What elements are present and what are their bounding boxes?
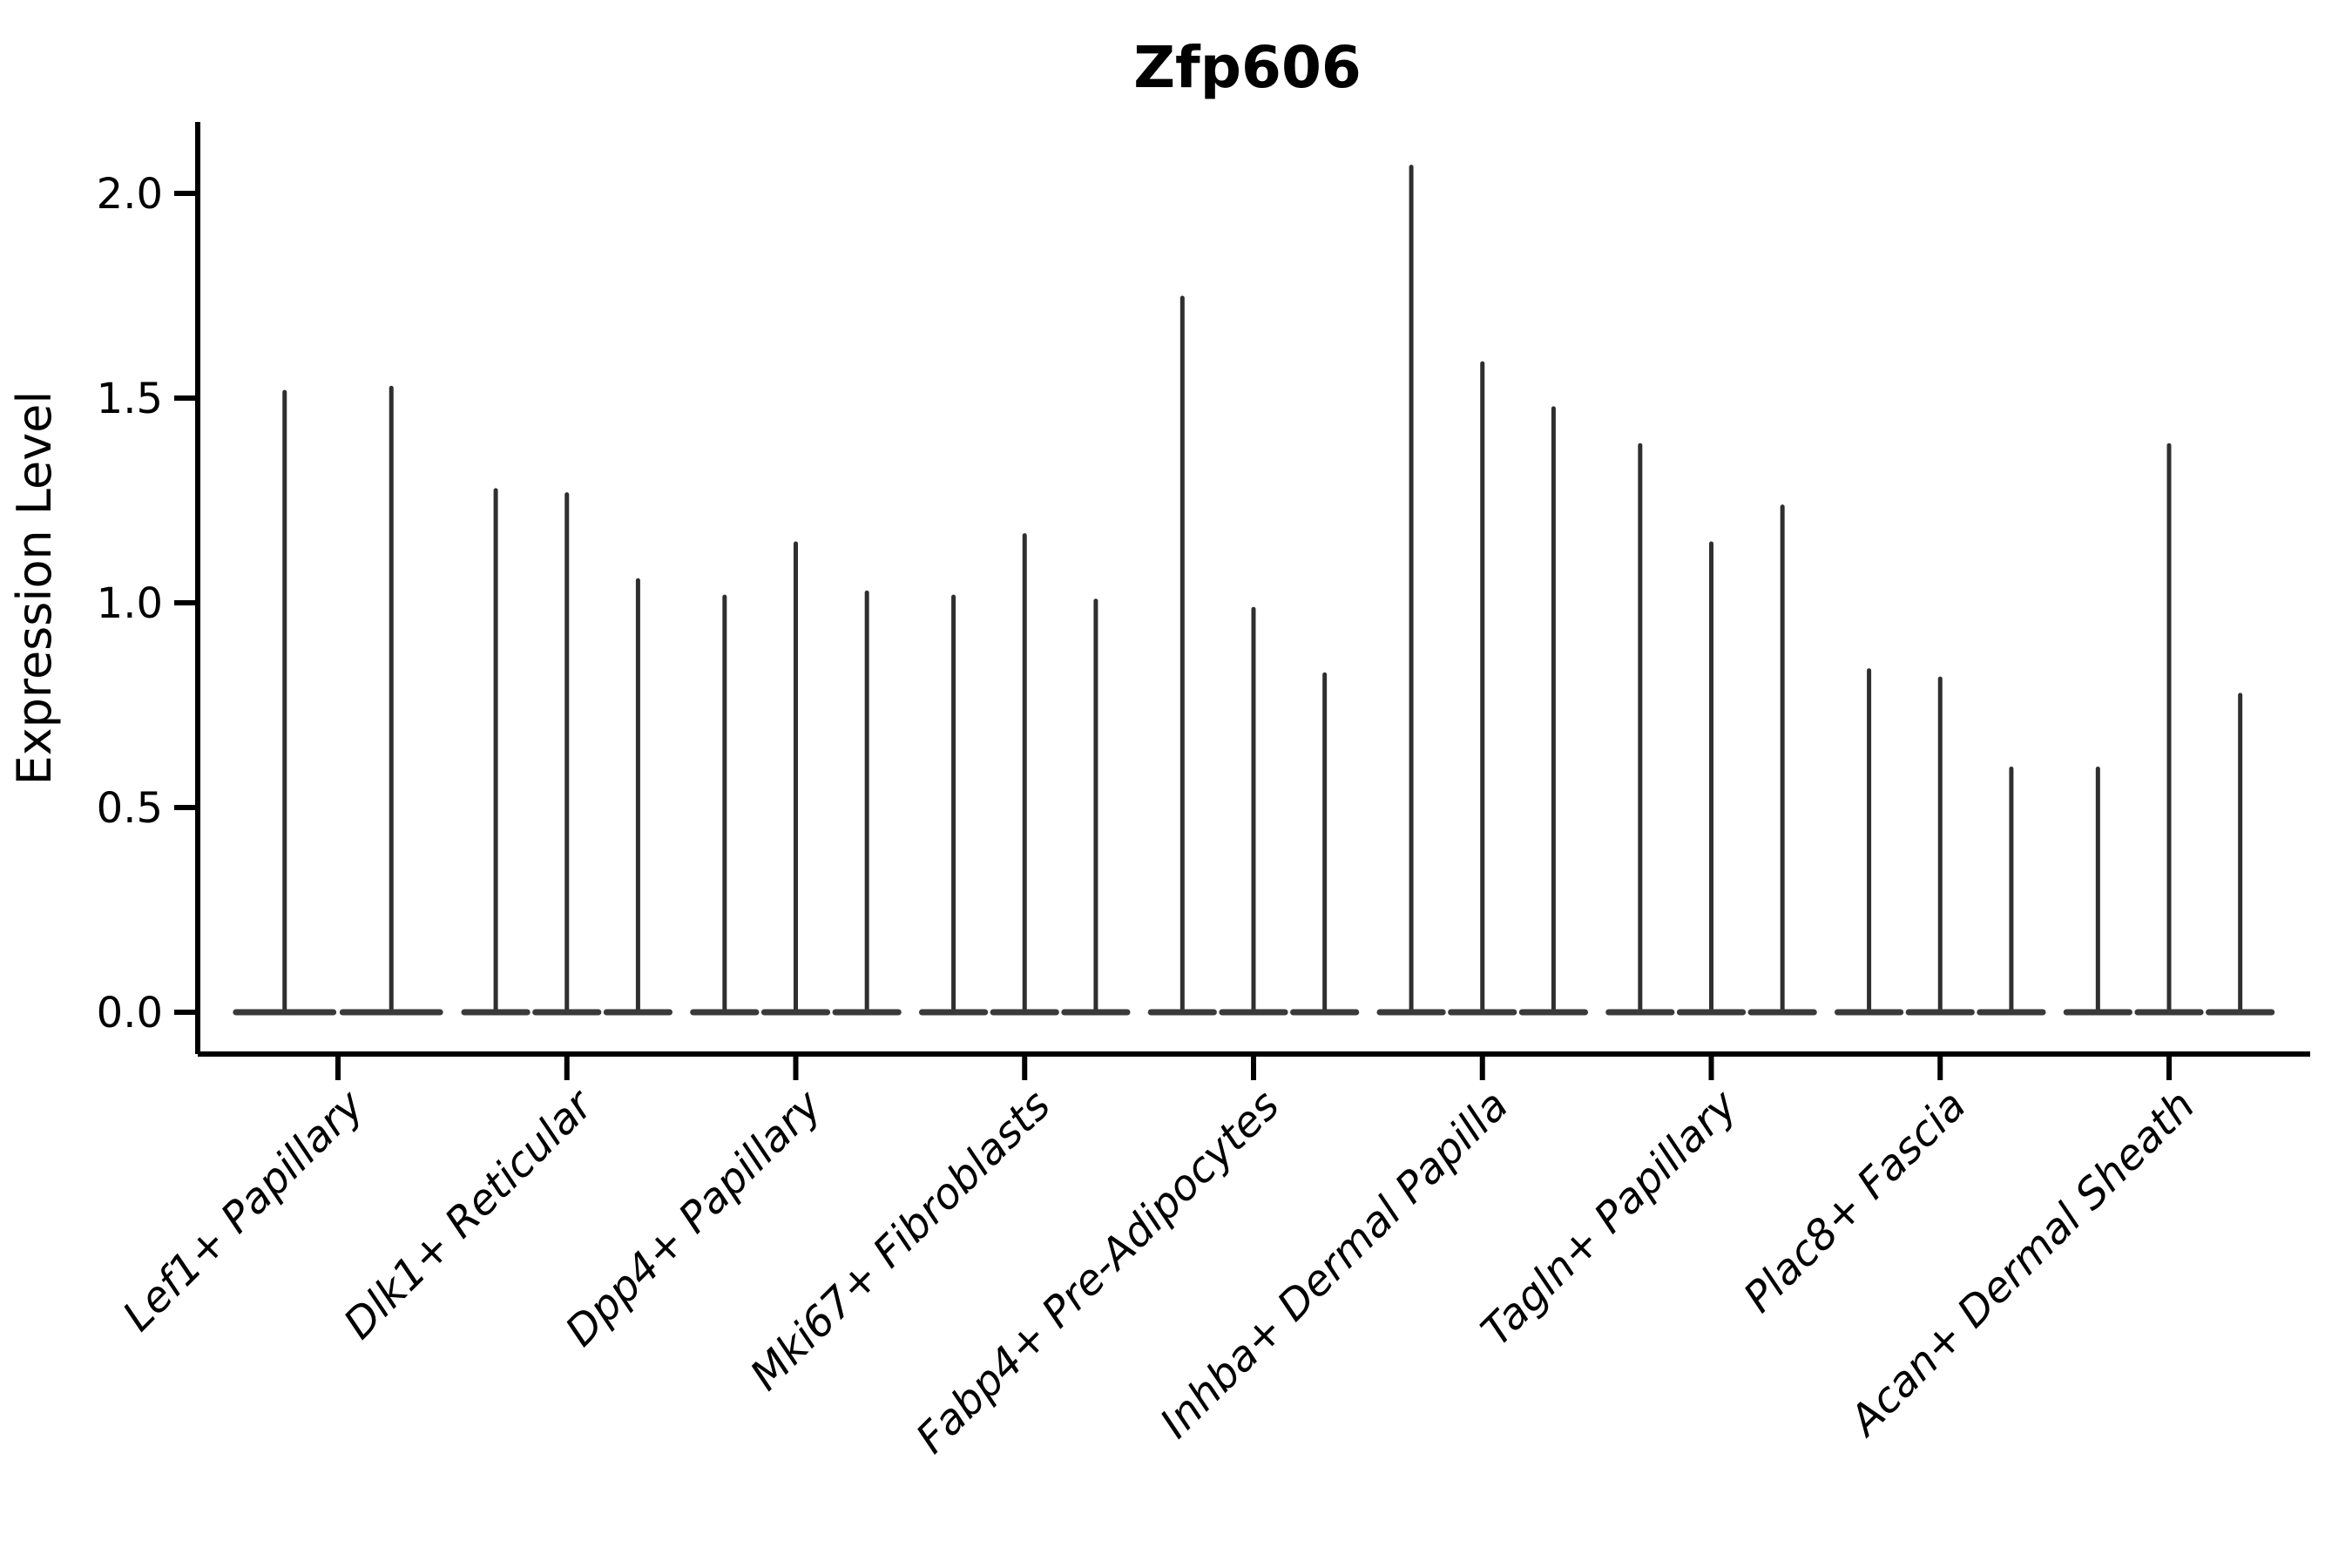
y-tick-label: 0.5 — [97, 784, 163, 833]
violin-spike — [2009, 767, 2014, 1014]
violin-spike — [1780, 504, 1785, 1014]
violin-base — [2206, 1009, 2275, 1016]
violin-base — [2063, 1009, 2132, 1016]
violin-spike — [2095, 767, 2100, 1014]
violin-base — [1061, 1009, 1131, 1016]
violin-spike — [1409, 165, 1414, 1015]
violin-base — [1219, 1009, 1288, 1016]
violin-base — [832, 1009, 902, 1016]
violin-base — [603, 1009, 673, 1016]
violin-spike — [635, 578, 640, 1014]
violin-spike — [1638, 443, 1643, 1014]
violin-spike — [1867, 668, 1872, 1014]
violin-spike — [722, 594, 727, 1014]
y-tick-label: 2.0 — [97, 170, 163, 219]
violin-spike — [564, 492, 570, 1014]
violin-base — [339, 1009, 443, 1016]
violin-base — [1147, 1009, 1217, 1016]
violin-spike — [1322, 672, 1328, 1014]
violins — [233, 165, 2275, 1016]
y-axis-ticks: 0.0 0.5 1.0 1.5 2.0 — [97, 170, 198, 1037]
violin-spike — [1179, 295, 1185, 1014]
violin-base — [1376, 1009, 1446, 1016]
violin-base — [918, 1009, 989, 1016]
x-tick-label: Plac8+ Fascia — [1734, 1081, 1976, 1322]
violin-spike — [1937, 676, 1943, 1014]
violin-base — [1676, 1009, 1747, 1016]
violin-base — [1605, 1009, 1675, 1016]
violin-base — [1834, 1009, 1904, 1016]
violin-spike — [794, 541, 798, 1014]
violin-spike — [951, 594, 956, 1014]
violin-spike — [1022, 533, 1027, 1014]
violin-base — [1905, 1009, 1975, 1016]
violin-base — [990, 1009, 1059, 1016]
violin-spike — [1480, 361, 1485, 1014]
y-tick-label: 0.0 — [97, 989, 163, 1037]
y-tick-label: 1.5 — [97, 375, 163, 423]
y-tick-label: 1.0 — [97, 579, 163, 628]
x-axis-ticks — [335, 1054, 2172, 1080]
violin-base — [690, 1009, 760, 1016]
violin-spike — [282, 389, 287, 1015]
violin-spike — [2238, 693, 2243, 1014]
x-tick-label: Dlk1+ Reticular — [335, 1079, 605, 1349]
violin-base — [532, 1009, 602, 1016]
violin-base — [1448, 1009, 1517, 1016]
violin-base — [1747, 1009, 1817, 1016]
violin-base — [760, 1009, 831, 1016]
x-tick-label: Fabp4+ Pre-Adipocytes — [907, 1081, 1289, 1463]
violin-base — [1290, 1009, 1360, 1016]
violin-base — [1518, 1009, 1589, 1016]
violin-base — [461, 1009, 531, 1016]
x-tick-label: Tagln+ Papillary — [1472, 1080, 1747, 1355]
violin-spike — [1251, 606, 1256, 1014]
violin-spike — [1551, 406, 1556, 1014]
violin-base — [1977, 1009, 2046, 1016]
violin-spike — [1709, 541, 1713, 1014]
violin-spike — [2166, 443, 2172, 1014]
x-tick-label: Lef1+ Papillary — [113, 1080, 374, 1341]
violin-spike — [493, 488, 498, 1014]
x-tick-label: Dpp4+ Papillary — [556, 1080, 831, 1355]
plot-title: Zfp606 — [1133, 34, 1362, 101]
violin-spike — [864, 590, 869, 1014]
violin-base — [2134, 1009, 2204, 1016]
y-axis-label: Expression Level — [7, 391, 62, 786]
violin-base — [233, 1009, 337, 1016]
violin-spike — [389, 385, 394, 1014]
violin-spike — [1093, 598, 1098, 1014]
